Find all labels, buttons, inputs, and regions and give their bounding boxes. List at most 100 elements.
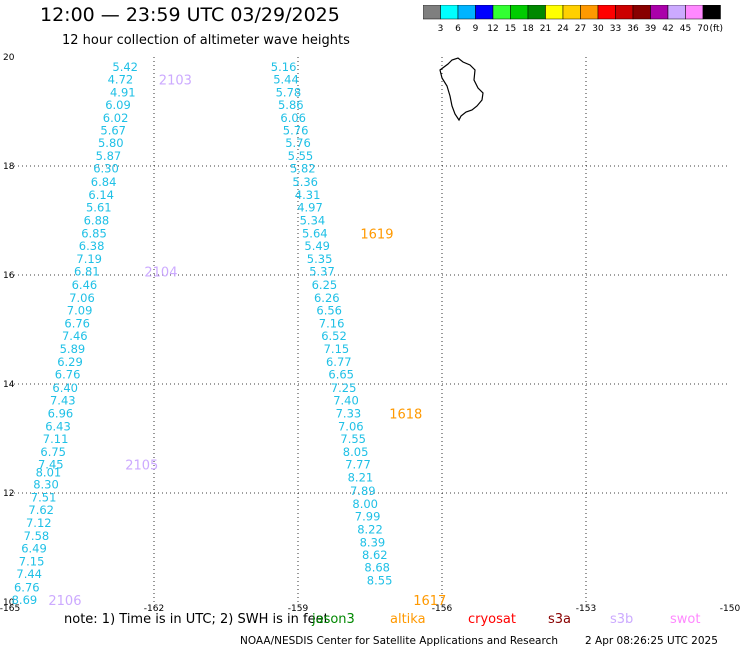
- wave-height-value: 7.51: [31, 490, 57, 504]
- wave-height-value: 6.38: [79, 239, 105, 253]
- wave-height-value: 4.72: [108, 72, 134, 86]
- wave-height-value: 6.09: [105, 98, 131, 112]
- wave-height-value: 6.06: [280, 111, 306, 125]
- scale-label: 42: [662, 24, 673, 34]
- wave-height-value: 4.31: [295, 188, 321, 202]
- wave-height-value: 8.22: [357, 523, 383, 537]
- wave-height-value: 7.15: [19, 555, 45, 569]
- pass-label: 1619: [360, 228, 393, 243]
- wave-height-value: 7.89: [350, 484, 376, 498]
- wave-height-value: 6.96: [48, 406, 74, 420]
- wave-height-value: 7.06: [338, 420, 364, 434]
- x-tick-label: -156: [432, 604, 453, 614]
- wave-height-value: 5.42: [112, 60, 138, 74]
- generated-timestamp: 2 Apr 08:26:25 UTC 2025: [585, 635, 718, 647]
- pass-label: 2103: [159, 73, 192, 88]
- chart-title: 12:00 — 23:59 UTC 03/29/2025: [40, 4, 340, 26]
- wave-height-value: 8.55: [367, 574, 393, 588]
- wave-height-value: 6.76: [64, 317, 90, 331]
- y-tick-label: 12: [3, 489, 14, 499]
- wave-height-value: 5.61: [86, 200, 112, 214]
- island-outline: [439, 57, 484, 122]
- wave-height-value: 7.55: [340, 432, 366, 446]
- x-tick-label: -159: [288, 604, 309, 614]
- wave-height-value: 6.29: [57, 355, 83, 369]
- wave-height-value: 4.91: [110, 85, 136, 99]
- wave-height-value: 7.77: [345, 458, 371, 472]
- wave-height-value: 5.86: [278, 98, 304, 112]
- scale-label: 70: [697, 24, 709, 34]
- wave-height-value: 6.49: [21, 542, 47, 556]
- chart-subtitle: 12 hour collection of altimeter wave hei…: [62, 33, 350, 48]
- wave-height-value: 6.30: [93, 162, 119, 176]
- scale-label: 30: [592, 24, 604, 34]
- y-tick-label: 14: [3, 380, 15, 390]
- wave-height-value: 7.43: [50, 393, 76, 407]
- wave-height-value: 6.65: [328, 368, 354, 382]
- legend-swot: swot: [670, 612, 701, 627]
- wave-height-value: 8.30: [33, 477, 59, 491]
- wave-height-value: 6.25: [312, 278, 338, 292]
- wave-height-value: 6.02: [103, 111, 129, 125]
- legend-s3a: s3a: [548, 612, 572, 627]
- wave-height-value: 7.15: [324, 342, 350, 356]
- wave-height-value: 8.69: [12, 593, 38, 607]
- wave-height-value: 7.25: [331, 381, 357, 395]
- wave-height-value: 5.35: [307, 252, 333, 266]
- wave-height-value: 7.99: [355, 509, 381, 523]
- wave-height-value: 8.01: [36, 465, 62, 479]
- pass-label: 1618: [389, 407, 422, 422]
- wave-height-value: 8.21: [348, 471, 374, 485]
- wave-height-value: 8.68: [364, 561, 390, 575]
- wave-height-value: 7.16: [319, 317, 345, 331]
- wave-height-value: 6.46: [72, 278, 98, 292]
- wave-height-value: 8.62: [362, 548, 388, 562]
- legend-jason3: jason3: [312, 612, 355, 627]
- wave-height-value: 5.16: [271, 60, 297, 74]
- pass-label: 1617: [413, 594, 446, 609]
- wave-height-value: 7.11: [43, 432, 69, 446]
- legend-cryosat: cryosat: [468, 612, 516, 627]
- scale-label: 27: [575, 24, 586, 34]
- wave-height-value: 5.34: [300, 214, 326, 228]
- wave-height-value: 7.44: [16, 567, 42, 581]
- wave-height-value: 5.89: [60, 342, 86, 356]
- wave-height-value: 7.45: [38, 458, 64, 472]
- wave-height-value: 5.55: [288, 149, 314, 163]
- scale-label: 6: [455, 24, 461, 34]
- scale-label: 18: [522, 24, 534, 34]
- wave-height-value: 5.78: [276, 85, 302, 99]
- wave-height-value: 6.43: [45, 420, 71, 434]
- wave-height-value: 7.58: [24, 529, 50, 543]
- wave-height-value: 6.26: [314, 291, 340, 305]
- y-tick-label: 20: [3, 53, 15, 63]
- scale-swatch: [702, 5, 721, 20]
- y-tick-label: 16: [3, 271, 15, 281]
- legend-s3b: s3b: [610, 612, 634, 627]
- wave-height-value: 6.77: [326, 355, 352, 369]
- scale-unit: (ft): [709, 24, 723, 34]
- scale-label: 9: [473, 24, 479, 34]
- pass-label: 2104: [144, 266, 177, 281]
- wave-height-value: 5.64: [302, 227, 328, 241]
- y-tick-label: 10: [3, 598, 15, 608]
- wave-height-value: 6.75: [40, 445, 66, 459]
- wave-height-value: 5.49: [304, 239, 330, 253]
- wave-height-value: 5.37: [309, 265, 335, 279]
- color-scale-legend: 3 6 9 12 15 18 21 24 27 30 33 36 39 42 45 70 (ft): [423, 5, 723, 34]
- wave-height-value: 5.87: [96, 149, 122, 163]
- wave-height-value: 6.52: [321, 329, 347, 343]
- x-tick-label: -153: [576, 604, 596, 614]
- pass-label: 2106: [48, 594, 81, 609]
- y-tick-label: 18: [3, 162, 15, 172]
- wave-height-value: 6.56: [316, 303, 342, 317]
- wave-height-value: 6.40: [52, 381, 78, 395]
- wave-height-value: 5.36: [292, 175, 318, 189]
- wave-height-value: 6.85: [81, 227, 107, 241]
- wave-height-value: 6.84: [91, 175, 117, 189]
- x-tick-label: -150: [720, 604, 740, 614]
- wave-height-value: 7.19: [76, 252, 102, 266]
- x-tick-label: -162: [144, 604, 164, 614]
- wave-height-value: 8.05: [343, 445, 369, 459]
